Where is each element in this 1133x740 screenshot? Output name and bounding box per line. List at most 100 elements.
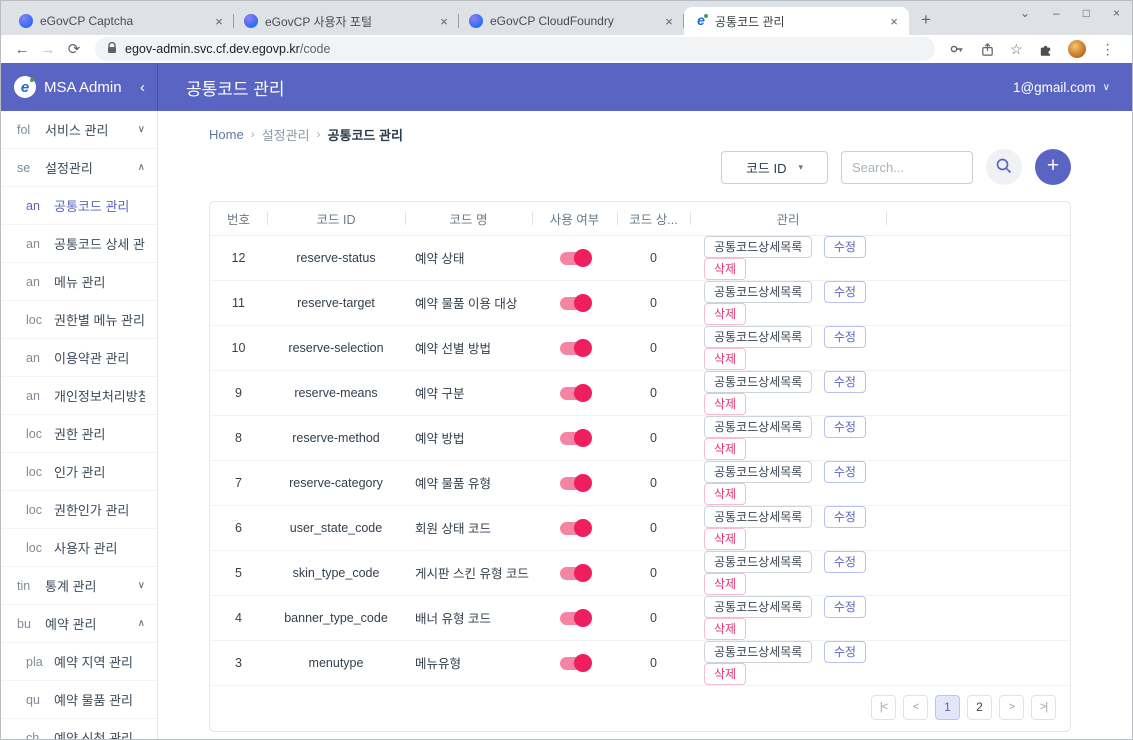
sidebar-item[interactable]: loc 사용자 관리 [1, 529, 157, 567]
profile-avatar[interactable] [1067, 40, 1086, 58]
use-toggle[interactable] [559, 608, 592, 627]
pagination-prev-button[interactable]: < [903, 694, 928, 720]
user-menu[interactable]: 1@gmail.com ∨ [1013, 80, 1110, 95]
pagination-page-2-button[interactable]: 2 [967, 694, 992, 720]
close-button[interactable]: × [1112, 6, 1120, 20]
add-code-button[interactable]: + [1035, 149, 1071, 185]
sidebar-item[interactable]: tin 통계 관리 ∨ [1, 567, 157, 605]
sidebar-item[interactable]: an 개인정보처리방침 관 [1, 377, 157, 415]
breadcrumb-item[interactable]: Home [209, 126, 244, 142]
use-toggle[interactable] [559, 428, 592, 447]
edit-button[interactable]: 수정 [823, 640, 866, 663]
delete-button[interactable]: 삭제 [704, 347, 747, 370]
back-button[interactable]: ← [14, 40, 30, 58]
detail-list-button[interactable]: 공통코드상세목록 [704, 235, 813, 258]
cell-code-id: menutype [308, 655, 364, 670]
pagination-page-1-button[interactable]: 1 [935, 694, 960, 720]
browser-tab[interactable]: e 공통코드 관리 × [684, 7, 909, 35]
forward-button[interactable]: → [40, 40, 56, 58]
detail-list-button[interactable]: 공통코드상세목록 [704, 595, 813, 618]
sidebar-item[interactable]: loc 권한별 메뉴 관리 [1, 301, 157, 339]
sidebar-item[interactable]: fol 서비스 관리 ∨ [1, 111, 157, 149]
browser-menu-icon[interactable]: ⋮ [1100, 40, 1115, 57]
address-bar[interactable]: egov-admin.svc.cf.dev.egovp.kr/code [95, 37, 935, 61]
sidebar-item[interactable]: an 이용약관 관리 [1, 339, 157, 377]
sidebar-item[interactable]: ch 예약 신청 관리 [1, 719, 157, 740]
detail-list-button[interactable]: 공통코드상세목록 [704, 280, 813, 303]
breadcrumb-item: 공통코드 관리 [327, 127, 403, 143]
edit-button[interactable]: 수정 [823, 325, 866, 348]
delete-button[interactable]: 삭제 [704, 617, 747, 640]
use-toggle[interactable] [559, 563, 592, 582]
use-toggle[interactable] [559, 518, 592, 537]
sidebar-item[interactable]: se 설정관리 ∧ [1, 149, 157, 187]
tab-close-icon[interactable]: × [440, 13, 448, 29]
detail-list-button[interactable]: 공통코드상세목록 [704, 415, 813, 438]
minimize-button[interactable]: – [1053, 6, 1060, 20]
search-field-dropdown[interactable]: 코드 ID ▾ [721, 150, 828, 184]
edit-button[interactable]: 수정 [823, 280, 866, 303]
detail-list-button[interactable]: 공통코드상세목록 [704, 370, 813, 393]
edit-button[interactable]: 수정 [823, 550, 866, 573]
edit-button[interactable]: 수정 [823, 235, 866, 258]
extensions-icon[interactable] [1038, 42, 1053, 57]
use-toggle[interactable] [559, 473, 592, 492]
browser-tab[interactable]: eGovCP CloudFoundry × [459, 7, 684, 35]
delete-button[interactable]: 삭제 [704, 482, 747, 505]
sidebar-item[interactable]: bu 예약 관리 ∧ [1, 605, 157, 643]
pagination-next-button[interactable]: > [999, 694, 1024, 720]
delete-button[interactable]: 삭제 [704, 662, 747, 685]
use-toggle[interactable] [559, 293, 592, 312]
browser-tab[interactable]: eGovCP Captcha × [9, 7, 234, 35]
tab-close-icon[interactable]: × [890, 13, 898, 29]
delete-button[interactable]: 삭제 [704, 572, 747, 595]
delete-button[interactable]: 삭제 [704, 257, 747, 280]
edit-button[interactable]: 수정 [823, 415, 866, 438]
edit-button[interactable]: 수정 [823, 370, 866, 393]
delete-button[interactable]: 삭제 [704, 302, 747, 325]
sidebar-item-icon: pla [26, 654, 43, 669]
edit-button[interactable]: 수정 [823, 505, 866, 528]
sidebar-item[interactable]: loc 권한인가 관리 [1, 491, 157, 529]
sidebar-item[interactable]: loc 권한 관리 [1, 415, 157, 453]
sidebar-item[interactable]: an 메뉴 관리 [1, 263, 157, 301]
detail-list-button[interactable]: 공통코드상세목록 [704, 550, 813, 573]
detail-list-button[interactable]: 공통코드상세목록 [704, 640, 813, 663]
bookmark-star-icon[interactable]: ☆ [1010, 40, 1023, 57]
search-input[interactable] [841, 150, 973, 184]
sidebar-item[interactable]: an 공통코드 상세 관리 [1, 225, 157, 263]
sidebar-item[interactable]: loc 인가 관리 [1, 453, 157, 491]
pagination-last-button[interactable]: >| [1031, 694, 1056, 720]
search-button[interactable] [986, 149, 1022, 185]
use-toggle[interactable] [559, 383, 592, 402]
reload-button[interactable]: ⟳ [67, 41, 81, 58]
new-tab-button[interactable]: + [913, 7, 939, 33]
sidebar-item[interactable]: pla 예약 지역 관리 [1, 643, 157, 681]
delete-button[interactable]: 삭제 [704, 437, 747, 460]
use-toggle[interactable] [559, 338, 592, 357]
share-icon[interactable] [980, 42, 995, 57]
browser-tab[interactable]: eGovCP 사용자 포털 × [234, 7, 459, 35]
detail-list-button[interactable]: 공통코드상세목록 [704, 505, 813, 528]
sidebar-item[interactable]: an 공통코드 관리 [1, 187, 157, 225]
sidebar-item[interactable]: qu 예약 물품 관리 [1, 681, 157, 719]
tab-close-icon[interactable]: × [215, 13, 223, 29]
pagination-first-button[interactable]: |< [871, 694, 896, 720]
tab-close-icon[interactable]: × [665, 13, 673, 29]
code-table: 번호 코드 ID 코드 명 사용 여부 코드 상... 관리 12 reserve-sta… [210, 202, 1070, 685]
edit-button[interactable]: 수정 [823, 460, 866, 483]
delete-button[interactable]: 삭제 [704, 392, 747, 415]
delete-button[interactable]: 삭제 [704, 527, 747, 550]
column-header: 코드 상... [617, 202, 690, 236]
edit-button[interactable]: 수정 [823, 595, 866, 618]
detail-list-button[interactable]: 공통코드상세목록 [704, 460, 813, 483]
window-menu-chevron-icon[interactable]: ⌄ [1019, 6, 1031, 20]
breadcrumb-item[interactable]: 설정관리 [261, 127, 310, 143]
key-icon[interactable] [949, 41, 965, 57]
sidebar-collapse-icon[interactable]: ‹ [140, 78, 145, 96]
use-toggle[interactable] [559, 653, 592, 672]
detail-list-button[interactable]: 공통코드상세목록 [704, 325, 813, 348]
maximize-button[interactable]: □ [1082, 6, 1090, 20]
use-toggle[interactable] [559, 248, 592, 267]
